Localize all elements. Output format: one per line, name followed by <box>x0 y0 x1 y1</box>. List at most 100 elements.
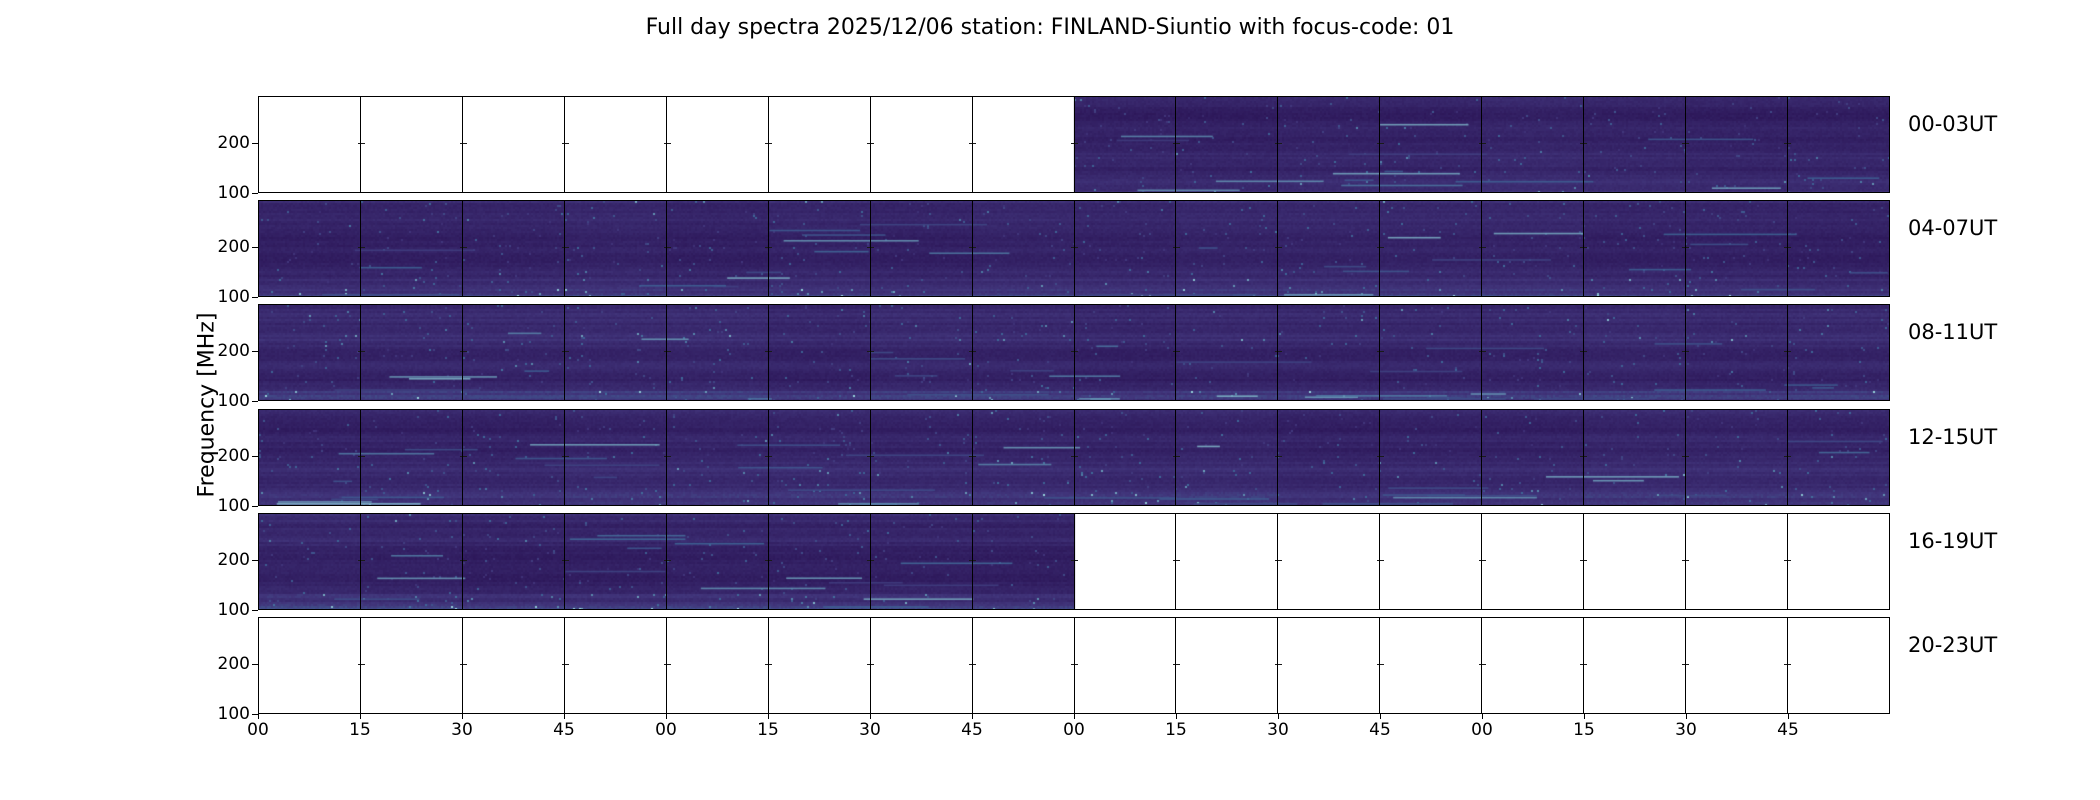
x-tick-label: 45 <box>961 720 983 740</box>
x-tick-mark <box>1686 714 1687 719</box>
y-tick-mark <box>252 351 258 352</box>
panel-y-tick-mark <box>459 456 467 457</box>
panel-y-tick-mark <box>969 664 977 665</box>
panel-y-tick-mark <box>561 247 569 248</box>
spectrogram-cell <box>1584 410 1687 505</box>
x-tick-label: 45 <box>553 720 575 740</box>
spectrogram-cell <box>565 618 667 713</box>
x-tick-mark <box>972 714 973 719</box>
spectrogram-cell <box>1176 201 1279 296</box>
spectrogram-cell <box>1788 514 1889 609</box>
spectrogram-row-20-23UT <box>258 617 1890 714</box>
x-tick-label: 30 <box>1267 720 1289 740</box>
panel-y-tick-mark <box>969 247 977 248</box>
panel-y-tick-mark <box>867 456 875 457</box>
x-tick-mark <box>768 714 769 719</box>
panel-y-tick-mark <box>459 664 467 665</box>
panel-y-tick-mark <box>561 456 569 457</box>
spectrogram-cell <box>973 514 1075 609</box>
panel-y-tick-mark <box>969 456 977 457</box>
spectrogram-cell <box>973 618 1075 713</box>
x-tick-mark <box>1788 714 1789 719</box>
row-time-label: 20-23UT <box>1908 633 1998 657</box>
spectrogram-cell <box>1278 97 1381 192</box>
x-tick-label: 30 <box>451 720 473 740</box>
x-tick-label: 45 <box>1777 720 1799 740</box>
panel-y-tick-mark <box>1071 664 1078 665</box>
panel-y-tick-mark <box>663 247 671 248</box>
spectrogram-cell <box>463 410 565 505</box>
panel-y-tick-mark <box>357 143 365 144</box>
x-tick-label: 15 <box>757 720 779 740</box>
y-tick-label: 100 <box>217 600 250 620</box>
spectrogram-cell <box>667 618 769 713</box>
spectrogram-cell <box>361 618 463 713</box>
panel-y-tick-mark <box>357 456 365 457</box>
spectrogram-cell <box>1075 618 1177 713</box>
panel-y-tick-mark <box>867 143 875 144</box>
spectrogram-cell <box>1482 305 1585 400</box>
spectrogram-cell <box>667 201 769 296</box>
x-tick-mark <box>1482 714 1483 719</box>
x-tick-mark <box>1278 714 1279 719</box>
spectrogram-cell <box>1584 201 1687 296</box>
spectrogram-cell <box>871 618 973 713</box>
spectrogram-cell <box>1482 410 1585 505</box>
spectrogram-cell <box>463 97 565 192</box>
y-tick-mark <box>252 193 258 194</box>
panel-y-tick-mark <box>663 456 671 457</box>
spectrogram-cell <box>361 410 463 505</box>
x-tick-mark <box>666 714 667 719</box>
spectrogram-cell <box>1075 201 1177 296</box>
y-tick-label: 100 <box>217 704 250 724</box>
panel-y-tick-mark <box>561 560 569 561</box>
spectrogram-cell <box>769 305 871 400</box>
panel-y-tick-mark <box>867 664 875 665</box>
row-time-label: 08-11UT <box>1908 320 1998 344</box>
spectrogram-cell <box>1380 410 1483 505</box>
panel-y-tick-mark <box>1071 456 1078 457</box>
row-time-label: 04-07UT <box>1908 216 1998 240</box>
panel-y-tick-mark <box>357 247 365 248</box>
y-tick-label: 200 <box>217 236 250 257</box>
panel-y-tick-mark <box>561 143 569 144</box>
spectrogram-cell <box>1176 97 1279 192</box>
spectrogram-cell <box>1686 514 1789 609</box>
row-time-label: 16-19UT <box>1908 529 1998 553</box>
spectrogram-cell <box>259 305 361 400</box>
spectrogram-cell <box>1584 514 1687 609</box>
panel-y-tick-mark <box>765 456 773 457</box>
spectrogram-cell <box>667 514 769 609</box>
x-tick-mark <box>870 714 871 719</box>
panel-y-tick-mark <box>867 351 875 352</box>
spectrogram-cell <box>361 514 463 609</box>
spectrogram-cell <box>667 305 769 400</box>
y-tick-label: 200 <box>217 132 250 153</box>
row-time-label: 12-15UT <box>1908 425 1998 449</box>
spectrogram-cell <box>259 514 361 609</box>
panel-y-tick-mark <box>663 664 671 665</box>
y-tick-label: 200 <box>217 653 250 674</box>
y-tick-mark <box>252 247 258 248</box>
spectrogram-cell <box>463 201 565 296</box>
panel-y-tick-mark <box>1071 351 1078 352</box>
y-tick-mark <box>252 610 258 611</box>
spectrogram-cell <box>871 97 973 192</box>
spectrogram-cell <box>259 410 361 505</box>
panel-y-tick-mark <box>357 351 365 352</box>
panel-y-tick-mark <box>561 351 569 352</box>
x-tick-mark <box>1584 714 1585 719</box>
row-cells <box>259 201 1889 296</box>
row-cells <box>259 305 1889 400</box>
spectrogram-cell <box>1686 618 1789 713</box>
x-tick-mark <box>462 714 463 719</box>
spectrogram-cell <box>361 201 463 296</box>
spectrogram-cell <box>1584 97 1687 192</box>
spectrogram-cell <box>769 97 871 192</box>
y-tick-mark <box>252 560 258 561</box>
spectrogram-row-16-19UT <box>258 513 1890 610</box>
spectrogram-cell <box>361 97 463 192</box>
spectrogram-cell <box>1788 410 1889 505</box>
spectrogram-cell <box>1278 618 1381 713</box>
x-tick-label: 00 <box>1471 720 1493 740</box>
